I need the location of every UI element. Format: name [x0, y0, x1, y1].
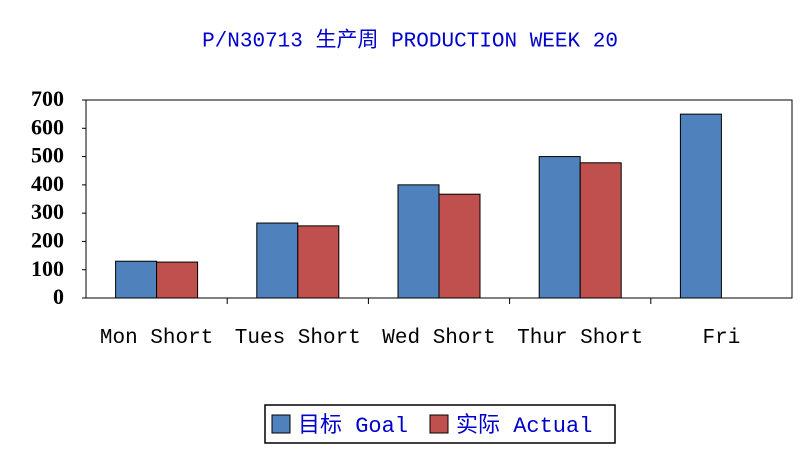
bar: [538, 156, 581, 299]
y-tick-label: 0: [53, 284, 64, 309]
y-tick-label: 100: [31, 256, 64, 281]
bar: [115, 260, 158, 299]
bar: [579, 162, 622, 299]
bar: [679, 113, 722, 299]
chart-title: P/N30713 生产周 PRODUCTION WEEK 20: [202, 29, 618, 54]
bar: [397, 184, 440, 299]
y-tick-label: 200: [31, 227, 64, 252]
bar: [297, 225, 340, 299]
bar: [256, 222, 299, 299]
legend-label: 实际 Actual: [456, 413, 592, 439]
y-tick-label: 300: [31, 199, 64, 224]
legend-swatch: [271, 414, 291, 434]
x-tick-label: Mon Short: [99, 327, 214, 350]
x-tick-label: Thur Short: [517, 327, 644, 350]
x-tick-label: Tues Short: [234, 327, 361, 350]
x-tick-label: Fri: [702, 327, 741, 350]
y-tick-label: 600: [31, 114, 64, 139]
legend-box: [264, 404, 616, 444]
legend-label: 目标 Goal: [298, 413, 408, 439]
x-tick-label: Wed Short: [382, 327, 496, 350]
y-tick-label: 700: [31, 86, 64, 111]
y-tick-label: 400: [31, 171, 64, 196]
bar: [438, 193, 481, 299]
bar: [156, 261, 199, 299]
legend-swatch: [429, 414, 449, 434]
y-tick-label: 500: [31, 143, 64, 168]
